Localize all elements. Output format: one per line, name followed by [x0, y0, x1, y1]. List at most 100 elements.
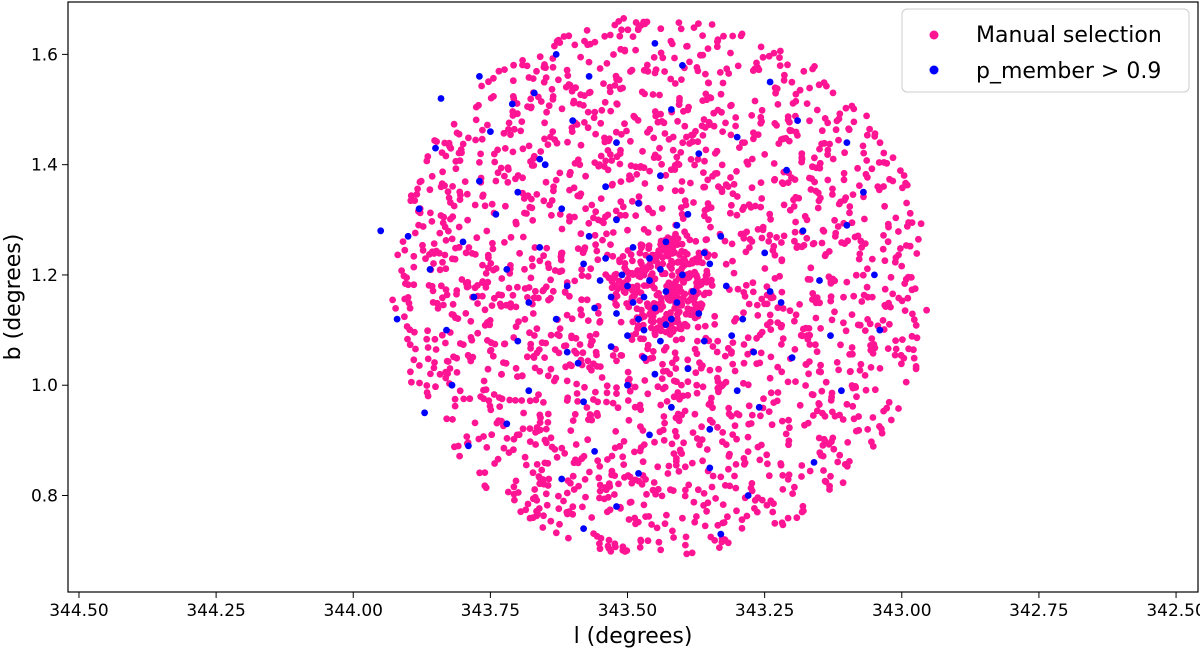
- point-manual-selection: [789, 490, 796, 497]
- point-manual-selection: [757, 203, 765, 211]
- point-manual-selection: [507, 233, 515, 241]
- point-manual-selection: [835, 200, 843, 208]
- point-manual-selection: [693, 381, 701, 389]
- point-manual-selection: [821, 139, 828, 147]
- point-manual-selection: [809, 296, 816, 303]
- point-manual-selection: [784, 514, 792, 522]
- point-manual-selection: [539, 524, 547, 531]
- point-manual-selection: [839, 479, 847, 487]
- point-manual-selection: [442, 265, 450, 273]
- point-manual-selection: [491, 340, 499, 348]
- point-manual-selection: [555, 76, 562, 84]
- point-manual-selection: [704, 200, 712, 207]
- point-manual-selection: [765, 52, 773, 60]
- point-p-member: [733, 387, 741, 395]
- point-manual-selection: [868, 293, 876, 301]
- point-manual-selection: [613, 384, 620, 391]
- point-p-member: [476, 73, 483, 80]
- point-manual-selection: [738, 524, 746, 532]
- point-manual-selection: [708, 21, 716, 28]
- point-p-member: [673, 299, 681, 306]
- point-manual-selection: [566, 171, 574, 179]
- point-manual-selection: [594, 216, 602, 224]
- point-manual-selection: [641, 377, 649, 384]
- point-manual-selection: [801, 421, 808, 429]
- point-p-member: [733, 133, 741, 141]
- point-manual-selection: [614, 404, 622, 412]
- point-manual-selection: [536, 419, 544, 426]
- point-manual-selection: [884, 220, 892, 228]
- point-manual-selection: [843, 278, 851, 286]
- point-manual-selection: [556, 210, 564, 218]
- point-manual-selection: [689, 307, 696, 314]
- point-manual-selection: [487, 346, 495, 354]
- points-layer: [377, 15, 930, 558]
- point-manual-selection: [644, 204, 652, 212]
- point-manual-selection: [716, 69, 724, 76]
- point-manual-selection: [709, 472, 717, 480]
- point-manual-selection: [840, 293, 847, 301]
- point-manual-selection: [637, 423, 644, 430]
- point-manual-selection: [514, 283, 521, 291]
- point-manual-selection: [881, 285, 889, 293]
- point-manual-selection: [793, 514, 801, 522]
- point-manual-selection: [583, 296, 591, 304]
- point-manual-selection: [620, 461, 628, 468]
- point-p-member: [739, 315, 747, 323]
- point-manual-selection: [806, 174, 813, 182]
- point-manual-selection: [461, 178, 469, 186]
- point-manual-selection: [577, 53, 584, 61]
- point-manual-selection: [754, 494, 762, 502]
- point-manual-selection: [672, 336, 680, 344]
- point-manual-selection: [726, 209, 734, 217]
- point-manual-selection: [775, 140, 783, 148]
- x-tick-label: 343.75: [461, 601, 520, 621]
- point-manual-selection: [536, 411, 544, 419]
- point-manual-selection: [449, 300, 457, 308]
- point-manual-selection: [640, 18, 647, 26]
- point-manual-selection: [693, 389, 701, 397]
- point-manual-selection: [727, 174, 734, 181]
- point-manual-selection: [459, 140, 467, 148]
- point-manual-selection: [655, 154, 662, 162]
- point-manual-selection: [479, 279, 486, 286]
- point-p-member: [591, 448, 598, 455]
- point-manual-selection: [482, 270, 490, 277]
- point-manual-selection: [505, 284, 513, 292]
- point-manual-selection: [863, 112, 870, 120]
- point-manual-selection: [884, 345, 892, 352]
- point-manual-selection: [481, 202, 489, 210]
- point-p-member: [706, 260, 714, 268]
- point-manual-selection: [713, 43, 721, 51]
- point-manual-selection: [514, 373, 521, 380]
- point-manual-selection: [547, 517, 555, 525]
- point-manual-selection: [825, 248, 833, 255]
- point-manual-selection: [627, 498, 635, 506]
- point-manual-selection: [672, 461, 680, 469]
- point-manual-selection: [657, 184, 664, 192]
- point-manual-selection: [458, 149, 465, 157]
- point-manual-selection: [548, 85, 556, 93]
- point-manual-selection: [533, 67, 540, 75]
- point-manual-selection: [464, 216, 471, 224]
- point-p-member: [689, 288, 697, 295]
- point-manual-selection: [728, 240, 736, 248]
- point-manual-selection: [401, 313, 408, 321]
- point-manual-selection: [693, 435, 701, 442]
- point-manual-selection: [840, 319, 847, 327]
- point-manual-selection: [617, 178, 625, 186]
- point-manual-selection: [463, 433, 471, 440]
- point-p-member: [651, 304, 659, 312]
- point-manual-selection: [696, 441, 703, 449]
- point-p-member: [744, 492, 752, 499]
- point-manual-selection: [767, 389, 775, 397]
- point-manual-selection: [785, 416, 792, 424]
- point-manual-selection: [725, 410, 733, 418]
- point-manual-selection: [416, 362, 423, 369]
- point-manual-selection: [661, 383, 669, 391]
- point-manual-selection: [663, 511, 670, 519]
- point-manual-selection: [632, 19, 640, 26]
- point-manual-selection: [636, 273, 644, 281]
- point-manual-selection: [607, 107, 615, 115]
- point-manual-selection: [744, 161, 752, 168]
